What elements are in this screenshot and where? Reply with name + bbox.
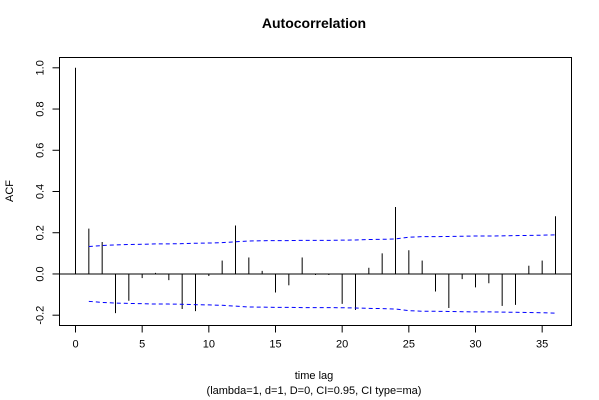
y-tick-label: 0.8 — [34, 101, 46, 116]
plot-frame — [59, 57, 572, 326]
x-tick-label: 20 — [336, 339, 348, 351]
y-tick-label: -0.2 — [34, 306, 46, 325]
acf-bars — [75, 67, 556, 314]
x-axis: 0 5 10 15 20 25 30 35 — [72, 325, 548, 351]
x-axis-subtitle: (lambda=1, d=1, D=0, CI=0.95, CI type=ma… — [207, 385, 422, 397]
y-axis-label: ACF — [4, 180, 16, 202]
x-tick-label: 35 — [536, 339, 548, 351]
y-axis: -0.2 0.0 0.2 0.4 0.6 0.8 1.0 — [34, 60, 60, 325]
confidence-bands — [88, 234, 556, 314]
x-tick-label: 25 — [403, 339, 415, 351]
x-tick-label: 5 — [139, 339, 145, 351]
y-tick-label: 0.4 — [34, 184, 46, 199]
y-tick-label: 0.0 — [34, 266, 46, 281]
x-tick-label: 30 — [469, 339, 481, 351]
ci-upper-band — [88, 234, 556, 248]
y-tick-label: 1.0 — [34, 60, 46, 75]
x-tick-label: 10 — [203, 339, 215, 351]
chart-title: Autocorrelation — [262, 15, 366, 31]
x-tick-label: 0 — [72, 339, 78, 351]
ci-lower-band — [88, 300, 556, 314]
x-axis-label: time lag — [295, 370, 334, 382]
y-tick-label: 0.6 — [34, 143, 46, 158]
x-tick-label: 15 — [269, 339, 281, 351]
y-tick-label: 0.2 — [34, 225, 46, 240]
